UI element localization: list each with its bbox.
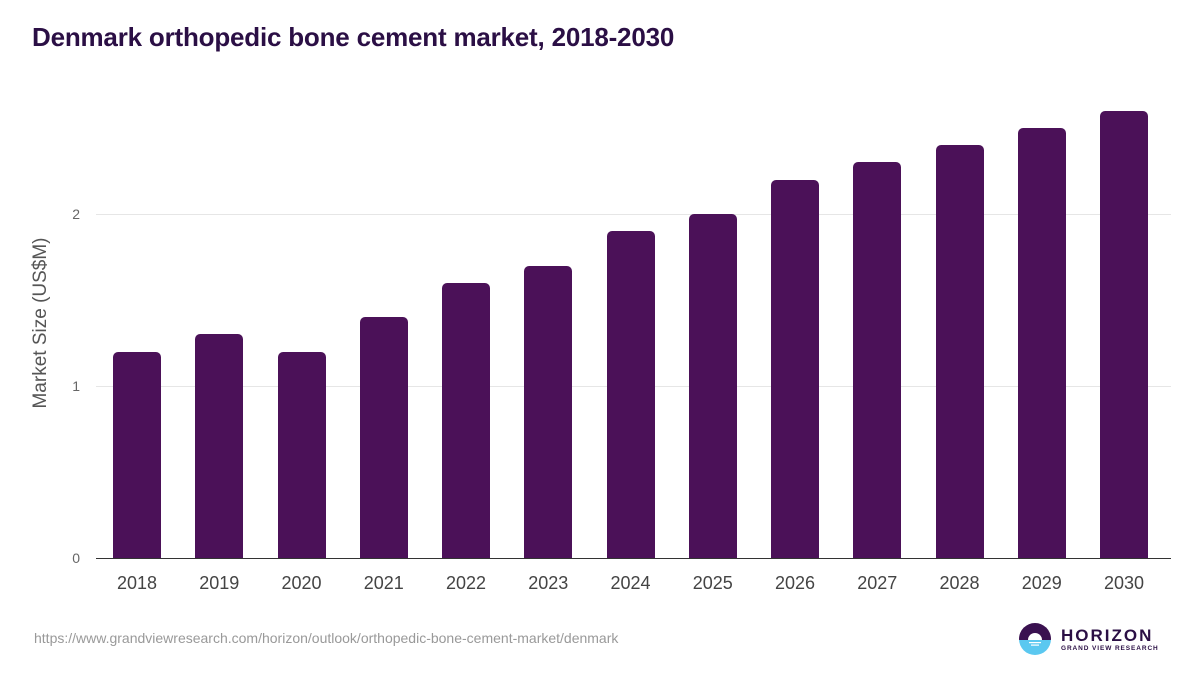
logo-wordmark: HORIZON xyxy=(1061,625,1154,645)
y-tick-2: 2 xyxy=(72,206,80,222)
x-tick-2030: 2030 xyxy=(1103,573,1145,593)
x-tick-2025: 2025 xyxy=(692,573,733,593)
bar-2028 xyxy=(935,145,984,558)
x-tick-2020: 2020 xyxy=(281,573,322,593)
source-url: https://www.grandviewresearch.com/horizo… xyxy=(34,630,619,646)
x-tick-2018: 2018 xyxy=(116,573,158,593)
y-tick-1: 1 xyxy=(72,378,80,394)
chart-title: Denmark orthopedic bone cement market, 2… xyxy=(32,22,675,52)
horizon-logo-icon xyxy=(1019,623,1051,655)
x-tick-2023: 2023 xyxy=(528,573,569,593)
bar-2018 xyxy=(113,351,161,558)
x-axis-line xyxy=(96,558,1171,559)
logo-subtitle: GRAND VIEW RESEARCH xyxy=(1061,644,1159,652)
horizon-logo: HORIZON GRAND VIEW RESEARCH xyxy=(1018,622,1159,656)
bar-2025 xyxy=(688,214,737,558)
x-tick-2028: 2028 xyxy=(939,573,980,593)
x-tick-2024: 2024 xyxy=(610,573,651,593)
bar-2020 xyxy=(277,351,326,558)
x-tick-2019: 2019 xyxy=(199,573,240,593)
bar-2030 xyxy=(1100,110,1148,558)
bar-2021 xyxy=(359,317,408,558)
bar-2023 xyxy=(524,265,573,558)
bar-2019 xyxy=(195,334,244,558)
x-tick-2026: 2026 xyxy=(774,573,816,593)
bar-2024 xyxy=(606,231,655,558)
x-tick-2021: 2021 xyxy=(363,573,404,593)
bar-2029 xyxy=(1017,128,1066,558)
x-tick-2029: 2029 xyxy=(1021,573,1062,593)
x-tick-2022: 2022 xyxy=(445,573,487,593)
gridline-2 xyxy=(96,214,1171,215)
bar-2026 xyxy=(771,179,819,558)
y-tick-0: 0 xyxy=(72,550,80,566)
y-axis-label: Market Size (US$M) xyxy=(30,237,51,409)
x-tick-2027: 2027 xyxy=(857,573,898,593)
bar-2022 xyxy=(442,282,490,558)
bar-2027 xyxy=(853,162,902,558)
